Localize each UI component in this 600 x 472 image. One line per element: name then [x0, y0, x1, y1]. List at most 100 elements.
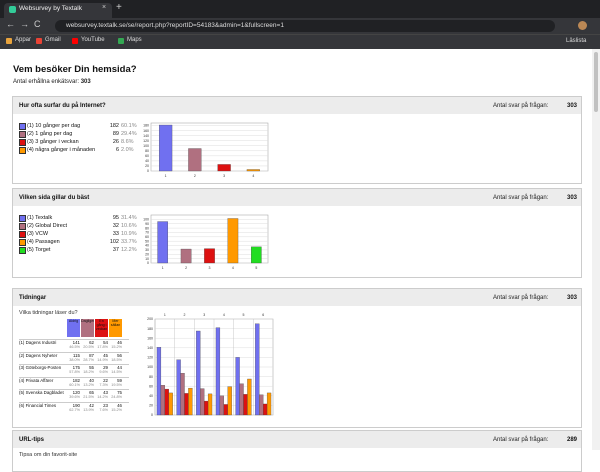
reading-list[interactable]: Läslista	[566, 38, 587, 44]
x-tick-label: 2	[185, 266, 187, 270]
row-label: (6) Financial Times	[19, 402, 57, 408]
legend-swatch	[19, 239, 26, 246]
bar	[164, 388, 169, 416]
bar	[251, 246, 262, 264]
new-tab[interactable]: +	[116, 2, 122, 13]
bar	[160, 385, 165, 416]
bar	[259, 394, 264, 416]
question-header	[13, 289, 581, 306]
cell-count: 115	[73, 352, 80, 358]
bookmark-icon	[118, 38, 124, 44]
question: URL-tips Antal svar på frågan: 289 Tipsa om…	[12, 430, 582, 472]
row-divider	[19, 389, 129, 390]
tab[interactable]	[4, 3, 112, 18]
y-tick-label: 120	[147, 356, 153, 360]
cell-count: 141	[72, 340, 80, 345]
bookmark-icon	[6, 38, 12, 44]
y-tick-label: 100	[143, 144, 149, 148]
row-divider	[19, 351, 129, 353]
bookmark[interactable]: Appar	[15, 37, 32, 43]
bookmark[interactable]: YouTube	[81, 37, 105, 43]
y-tick-label: 120	[143, 139, 149, 143]
x-tick-label: 2	[194, 174, 196, 178]
y-tick-label: 70	[145, 231, 149, 235]
profile[interactable]	[578, 21, 587, 30]
bar	[243, 394, 248, 416]
legend-swatch	[19, 139, 26, 146]
y-tick-label: 20	[145, 252, 149, 256]
question-title: Tidningar	[19, 295, 47, 301]
tab-close[interactable]: ×	[102, 4, 107, 11]
bar	[156, 347, 162, 416]
scroll-thumb[interactable]	[594, 52, 598, 112]
y-tick-label: 160	[143, 129, 149, 133]
x-tick-label: 4	[223, 313, 225, 317]
bar	[188, 148, 202, 172]
nav-buttons[interactable]: ←→C	[6, 19, 46, 29]
bookmark[interactable]: Maps	[127, 37, 142, 43]
y-tick-label: 50	[145, 239, 149, 243]
address-bar[interactable]	[55, 20, 555, 32]
bar	[188, 387, 193, 416]
bookmarks-bar	[0, 34, 600, 49]
cell-count: 45	[103, 352, 108, 358]
bar	[223, 404, 228, 416]
bar	[180, 248, 192, 264]
bookmark-icon	[72, 38, 78, 44]
row-label: (1) Dagens Industri	[19, 340, 57, 345]
column-header: Dagligen	[81, 319, 94, 337]
bar	[235, 357, 240, 416]
question-subtitle: Vilka tidningar läser du?	[19, 310, 78, 316]
option-count: 37	[112, 246, 119, 253]
cell-percent: 38.0%	[69, 357, 80, 362]
option-count: 95	[112, 214, 119, 221]
y-tick-label: 40	[145, 244, 149, 248]
cell-count: 43	[103, 390, 108, 395]
y-tick-label: 30	[145, 248, 149, 252]
cell-percent: 7.6%	[99, 407, 108, 412]
bar	[255, 323, 260, 416]
option-label: (1) Textalk	[27, 214, 53, 221]
option-percent: 10.9%	[121, 230, 137, 237]
cell-count: 29	[103, 365, 108, 370]
cell-count: 75	[117, 390, 122, 395]
answers-label: Antal svar på frågan:	[493, 437, 549, 443]
y-tick-label: 180	[143, 124, 149, 128]
bar	[204, 248, 215, 264]
cell-percent: 19.5%	[111, 382, 122, 387]
bar	[247, 378, 252, 416]
cell-percent: 57.8%	[69, 370, 80, 374]
answers-label: Antal svar på frågan:	[493, 103, 549, 109]
bookmark-icon	[36, 38, 42, 44]
option-count: 33	[112, 230, 119, 237]
tab-title: Websurvey by Textalk	[19, 5, 82, 12]
bar	[207, 393, 213, 416]
bar	[246, 169, 260, 172]
y-tick-label: 40	[149, 394, 153, 398]
bar	[184, 393, 189, 416]
bar	[266, 392, 272, 416]
y-tick-label: 60	[145, 235, 149, 239]
column-header: En gång i veckan	[95, 319, 108, 337]
cell-percent: 60.1%	[69, 382, 80, 387]
y-tick-label: 0	[147, 261, 149, 265]
cell-count: 175	[72, 365, 80, 370]
bar	[215, 327, 221, 416]
y-tick-label: 20	[145, 164, 149, 168]
answers-count: 303	[566, 195, 577, 201]
option-label: (3) 3 gånger i veckan	[27, 138, 79, 145]
question-header	[13, 97, 581, 114]
y-tick-label: 60	[149, 384, 153, 388]
favicon	[9, 6, 16, 13]
bar	[157, 221, 168, 264]
scrollbar[interactable]	[592, 49, 600, 450]
question-header	[13, 189, 581, 206]
row-divider	[19, 364, 129, 365]
y-tick-label: 100	[143, 218, 149, 222]
cell-count: 23	[103, 402, 108, 408]
y-tick-label: 90	[145, 222, 149, 226]
bookmark[interactable]: Gmail	[45, 37, 61, 43]
option-count: 32	[112, 222, 119, 229]
y-tick-label: 140	[143, 134, 149, 138]
